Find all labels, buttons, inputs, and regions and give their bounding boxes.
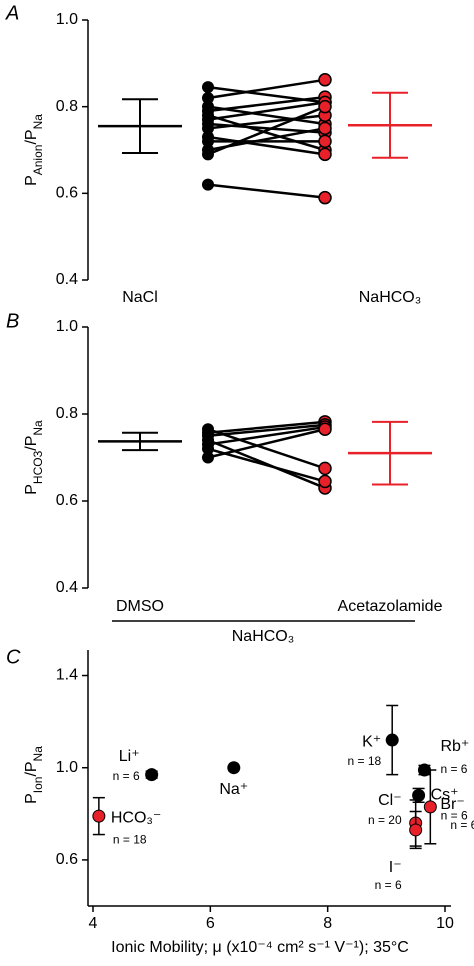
- pair-line: [207, 423, 326, 437]
- pair-line: [207, 135, 326, 156]
- ion-label: Cl⁻: [378, 792, 402, 809]
- y-tick-label: 1.4: [56, 667, 78, 684]
- pair-line: [207, 114, 326, 152]
- dot: [423, 800, 437, 814]
- y-tick-label: 1.0: [56, 318, 78, 335]
- dot: [318, 474, 332, 489]
- pair-line: [207, 114, 326, 130]
- y-axis-label-part: P: [23, 484, 40, 495]
- pair-line: [207, 78, 326, 100]
- y-axis-label-part: Na: [31, 114, 45, 130]
- ion-label: Rb⁺: [440, 738, 469, 755]
- y-tick-label: 1.0: [56, 11, 78, 28]
- dot: [227, 761, 241, 775]
- dot: [202, 178, 214, 191]
- y-tick-label: 0.8: [56, 98, 78, 115]
- dot: [318, 134, 332, 149]
- y-axis-label-part: Na: [31, 420, 45, 436]
- ion-label: Cs⁺: [431, 787, 459, 804]
- dot: [318, 99, 332, 114]
- x-tick-label: 6: [206, 915, 215, 932]
- n-label: n = 6: [375, 878, 402, 892]
- y-axis-label-part: Ion: [31, 777, 45, 794]
- ion-label: HCO₃⁻: [111, 809, 162, 826]
- panel-label: B: [6, 310, 19, 332]
- dot: [318, 121, 332, 136]
- dot: [409, 823, 423, 837]
- n-label: n = 6: [450, 818, 474, 832]
- dot: [412, 788, 426, 802]
- x-tick-label: 4: [89, 915, 98, 932]
- n-label: n = 6: [440, 762, 467, 776]
- dot: [318, 73, 332, 87]
- y-axis-label: PAnion/PNa: [23, 114, 45, 186]
- dot: [318, 190, 332, 205]
- pair-line: [207, 95, 326, 113]
- dot: [318, 422, 332, 436]
- dot: [202, 451, 214, 464]
- y-axis-label-part: /P: [23, 761, 40, 776]
- category-label: DMSO: [116, 598, 164, 615]
- dot: [202, 81, 214, 94]
- pair-line: [207, 428, 326, 459]
- y-axis-label-part: P: [23, 175, 40, 186]
- pair-line: [207, 428, 326, 470]
- y-tick-label: 0.6: [56, 492, 78, 509]
- category-label: NaHCO₃: [359, 289, 422, 306]
- category-label: NaCl: [122, 289, 158, 306]
- x-axis-label: Ionic Mobility; μ (x10⁻⁴ cm² s⁻¹ V⁻¹); 3…: [111, 939, 409, 956]
- pair-line: [207, 183, 326, 199]
- pair-line: [207, 420, 326, 434]
- y-axis-label-part: /P: [23, 436, 40, 451]
- y-tick-label: 0.4: [56, 579, 78, 596]
- n-label: n = 18: [113, 832, 147, 846]
- n-label: n = 18: [347, 754, 381, 768]
- y-axis-label: PHCO3/PNa: [23, 420, 45, 495]
- dot: [202, 122, 214, 135]
- y-tick-label: 0.6: [56, 851, 78, 868]
- dot: [202, 148, 214, 161]
- category-label: Acetazolamide: [338, 598, 443, 615]
- n-label: n = 6: [113, 769, 140, 783]
- dot: [202, 135, 214, 148]
- pair-line: [207, 425, 326, 446]
- y-axis-label-part: Anion: [31, 145, 45, 176]
- ion-label: Br⁻: [440, 796, 464, 813]
- pair-line: [207, 105, 326, 156]
- dot: [318, 461, 332, 476]
- dot: [385, 733, 399, 747]
- panel-label: A: [5, 2, 19, 24]
- ion-label: Na⁺: [219, 781, 248, 798]
- group-label: NaHCO₃: [232, 628, 295, 645]
- n-label: n = 20: [368, 813, 402, 827]
- y-axis-label-part: Na: [31, 746, 45, 762]
- pair-line: [207, 447, 326, 483]
- dot: [202, 92, 214, 104]
- y-tick-label: 0.6: [56, 185, 78, 202]
- dot: [318, 147, 332, 162]
- y-axis-label-part: /P: [23, 129, 40, 144]
- ion-label: I⁻: [389, 859, 402, 876]
- y-axis-label-part: P: [23, 793, 40, 804]
- dot: [92, 809, 106, 823]
- n-label: n = 6: [441, 809, 468, 823]
- y-tick-label: 1.0: [56, 759, 78, 776]
- panel-label: C: [6, 646, 21, 668]
- y-tick-label: 0.4: [56, 271, 78, 288]
- dot: [145, 768, 159, 782]
- y-axis-label-part: HCO3: [31, 450, 45, 484]
- x-tick-label: 8: [323, 915, 332, 932]
- x-tick-label: 10: [436, 915, 454, 932]
- dot: [202, 442, 214, 455]
- ion-label: K⁺: [362, 733, 381, 750]
- pair-line: [207, 101, 326, 121]
- ion-label: Li⁺: [119, 748, 140, 765]
- y-tick-label: 0.8: [56, 405, 78, 422]
- y-axis-label: PIon/PNa: [23, 746, 45, 804]
